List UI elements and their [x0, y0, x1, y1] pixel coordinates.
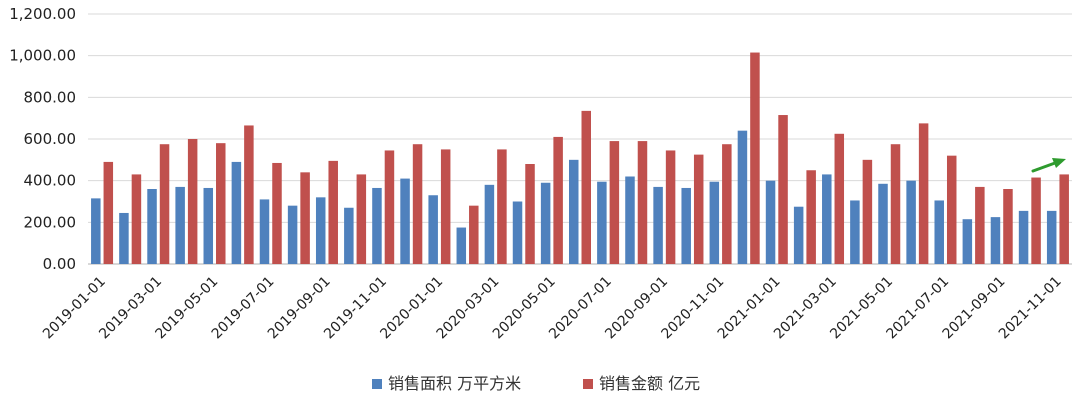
- bar-area: [315, 197, 326, 264]
- bar-amount: [553, 136, 563, 264]
- bar-amount: [103, 161, 114, 264]
- legend-label: 销售金额 亿元: [599, 374, 700, 393]
- y-tick-label: 800.00: [24, 88, 77, 106]
- bar-amount: [1031, 177, 1041, 264]
- bar-amount: [131, 174, 142, 264]
- y-tick-label: 600.00: [24, 130, 77, 148]
- bar-area: [175, 186, 185, 264]
- bar-area: [850, 200, 860, 264]
- bar-area: [737, 130, 748, 264]
- bar-amount: [497, 149, 507, 264]
- bar-area: [934, 200, 944, 264]
- bar-area: [681, 187, 691, 264]
- bar-area: [1046, 210, 1057, 264]
- bar-amount: [778, 115, 788, 265]
- bar-amount: [1059, 174, 1069, 264]
- y-tick-label: 0.00: [43, 255, 76, 273]
- bar-area: [962, 219, 973, 264]
- y-tick-label: 400.00: [24, 172, 77, 190]
- bar-area: [344, 207, 354, 264]
- bar-amount: [722, 144, 732, 264]
- bars: [91, 52, 1069, 265]
- bar-area: [372, 187, 382, 264]
- bar-area: [231, 161, 242, 264]
- bar-amount: [862, 159, 873, 264]
- bar-area: [1018, 210, 1029, 264]
- bar-area: [653, 186, 663, 264]
- bar-area: [203, 187, 214, 264]
- bar-amount: [1003, 189, 1013, 264]
- trend-arrow-shaft: [1031, 161, 1057, 173]
- bar-area: [793, 206, 804, 264]
- bar-area: [119, 212, 129, 264]
- legend-swatch: [372, 379, 382, 389]
- y-tick-label: 1,000.00: [9, 47, 76, 65]
- bar-area: [287, 205, 298, 264]
- legend-item-area: 销售面积 万平方米: [372, 374, 521, 393]
- bar-amount: [356, 174, 367, 264]
- bar-amount: [300, 172, 310, 264]
- x-axis-ticks: 2019-01-012019-03-012019-05-012019-07-01…: [40, 274, 1065, 343]
- bar-amount: [637, 141, 648, 264]
- bar-amount: [693, 154, 704, 264]
- bar-area: [400, 178, 410, 264]
- bar-amount: [750, 52, 760, 264]
- bar-amount: [384, 150, 395, 264]
- bar-area: [765, 180, 776, 264]
- bar-amount: [806, 170, 816, 264]
- legend-swatch: [583, 379, 593, 389]
- bar-area: [906, 180, 916, 264]
- bar-amount: [665, 150, 676, 264]
- legend-label: 销售面积 万平方米: [388, 374, 521, 393]
- bar-amount: [187, 139, 198, 264]
- bar-amount: [581, 110, 591, 264]
- bar-amount: [412, 144, 423, 264]
- bar-area: [878, 183, 888, 264]
- bar-area: [569, 159, 579, 264]
- bar-amount: [469, 205, 479, 264]
- trend-arrow-head: [1052, 158, 1066, 168]
- bar-area: [597, 181, 607, 264]
- y-tick-label: 1,200.00: [9, 5, 76, 23]
- bar-amount: [159, 144, 170, 264]
- bar-area: [259, 199, 270, 264]
- annotation: [1031, 158, 1066, 173]
- bar-amount: [272, 162, 282, 264]
- bar-area: [540, 182, 551, 264]
- bar-amount: [975, 186, 985, 264]
- bar-area: [822, 174, 832, 264]
- bar-area: [147, 189, 157, 264]
- bar-amount: [244, 125, 254, 264]
- bar-area: [428, 195, 438, 264]
- bar-amount: [525, 164, 535, 264]
- bar-area: [990, 217, 1001, 264]
- legend-item-amount: 销售金额 亿元: [583, 374, 700, 393]
- bar-area: [625, 176, 635, 264]
- bar-area: [709, 181, 720, 264]
- bar-area: [484, 184, 495, 264]
- bar-area: [512, 201, 523, 264]
- y-axis-ticks: 0.00 200.00 400.00 600.00 800.00 1,000.00 1,20…: [9, 5, 76, 273]
- legend: 销售面积 万平方米 销售金额 亿元: [372, 374, 700, 393]
- bar-amount: [609, 141, 620, 264]
- bar-area: [456, 227, 467, 264]
- bar-amount: [834, 133, 845, 264]
- bar-area: [91, 198, 101, 264]
- bar-amount: [890, 144, 901, 264]
- y-tick-label: 200.00: [24, 213, 77, 231]
- bar-amount: [216, 143, 226, 264]
- bar-amount: [440, 149, 451, 264]
- bar-amount: [946, 155, 957, 264]
- bar-amount: [328, 160, 338, 264]
- bar-amount: [918, 123, 929, 264]
